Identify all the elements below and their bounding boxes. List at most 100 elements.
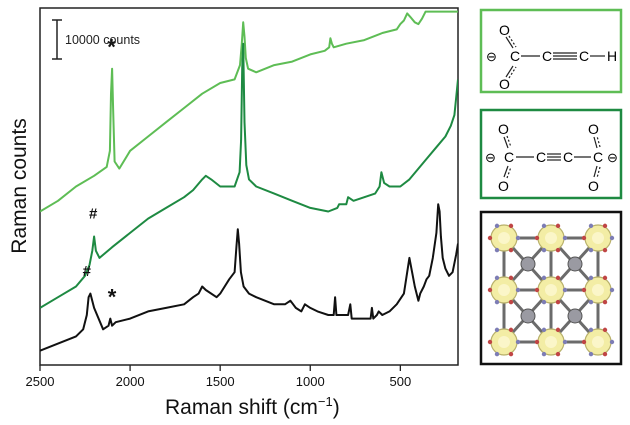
mof-atom: [562, 235, 568, 241]
mof-atom: [494, 299, 500, 305]
mof-atom: [508, 299, 514, 305]
propiolate-o-bottom: O: [499, 76, 510, 92]
mof-atom: [541, 327, 547, 333]
mof-atom: [515, 339, 521, 345]
propiolate-c1: C: [510, 48, 520, 64]
mof-atom: [541, 351, 547, 357]
scale-bar: 10000 counts: [52, 19, 140, 60]
peak-annotation: *: [107, 34, 116, 59]
adc-bonds: [503, 135, 601, 179]
mof-framework-image: [487, 223, 615, 357]
series-line-2: [40, 42, 458, 309]
propiolate-bonds: [505, 35, 605, 79]
propiolate-c3: C: [579, 48, 589, 64]
propiolate-minus: ⊖: [486, 49, 497, 64]
propiolate-o-top: O: [499, 22, 510, 38]
raman-chart: 2500 2000 1500 1000 500 * # # * 10000 counts Ra…: [8, 7, 459, 419]
x-axis-title: Raman shift (cm−1): [165, 394, 340, 419]
mof-atom: [487, 287, 493, 293]
mof-atom: [562, 287, 568, 293]
mof-cluster-core: [592, 336, 604, 348]
mof-atom: [588, 223, 594, 229]
x-tick-label: 2500: [26, 374, 55, 389]
series-line-3: [40, 203, 458, 352]
peak-annotation: #: [89, 206, 98, 223]
x-axis-ticks: 2500 2000 1500 1000 500: [26, 365, 411, 389]
scale-bar-label: 10000 counts: [65, 33, 140, 47]
mof-atom: [494, 327, 500, 333]
mof-atom: [515, 235, 521, 241]
mof-atom: [588, 247, 594, 253]
propiolate-h: H: [607, 48, 617, 64]
mof-atom: [541, 275, 547, 281]
mof-atom: [508, 351, 514, 357]
mof-atom: [541, 299, 547, 305]
mof-atom: [494, 275, 500, 281]
propiolate-c2: C: [542, 48, 552, 64]
mof-atom: [508, 275, 514, 281]
x-axis-title-text: Raman shift (cm: [165, 396, 318, 419]
mof-atom: [555, 299, 561, 305]
structure-mof-panel: [479, 210, 623, 366]
mof-atom: [588, 299, 594, 305]
mof-atom: [508, 223, 514, 229]
mof-atom: [602, 247, 608, 253]
mof-cluster-core: [592, 232, 604, 244]
mof-atom: [515, 287, 521, 293]
adc-c1: C: [504, 149, 514, 165]
propiolate-border: [479, 8, 623, 94]
mof-atom: [555, 327, 561, 333]
adc-c4: C: [593, 149, 603, 165]
annotation-layer: * # # *: [83, 34, 117, 309]
x-tick-label: 1000: [296, 374, 325, 389]
mof-atom: [494, 351, 500, 357]
adc-minus-left: ⊖: [485, 150, 496, 165]
mof-cluster-core: [592, 284, 604, 296]
adc-o-bottom-right: O: [588, 178, 599, 194]
x-tick-label: 2000: [116, 374, 145, 389]
mof-atom: [555, 223, 561, 229]
mof-atom: [581, 339, 587, 345]
mof-atom: [487, 235, 493, 241]
mof-atom: [609, 235, 615, 241]
x-tick-label: 1500: [206, 374, 235, 389]
mof-cluster-core: [545, 284, 557, 296]
adc-o-top-right: O: [588, 121, 599, 137]
mof-atom: [602, 299, 608, 305]
mof-cluster-core: [498, 284, 510, 296]
mof-atom: [534, 287, 540, 293]
mof-atom: [487, 339, 493, 345]
mof-atom: [508, 327, 514, 333]
x-axis-title-superscript: −1: [318, 394, 333, 409]
mof-linker-hub: [567, 308, 583, 324]
mof-atom: [541, 247, 547, 253]
mof-atom: [541, 223, 547, 229]
mof-atom: [555, 247, 561, 253]
y-axis-title: Raman counts: [8, 118, 31, 253]
mof-atom: [508, 247, 514, 253]
x-axis-title-close: ): [333, 396, 340, 419]
mof-linker-hub: [520, 256, 536, 272]
mof-atom: [534, 339, 540, 345]
adc-minus-right: ⊖: [607, 150, 618, 165]
mof-atom: [494, 247, 500, 253]
mof-atom: [609, 339, 615, 345]
mof-atom: [555, 275, 561, 281]
adc-o-bottom-left: O: [498, 178, 509, 194]
peak-annotation: *: [108, 284, 117, 309]
mof-linker-hub: [520, 308, 536, 324]
mof-atom: [494, 223, 500, 229]
mof-atom: [555, 351, 561, 357]
mof-atom: [609, 287, 615, 293]
mof-cluster-core: [545, 232, 557, 244]
adc-c2: C: [536, 149, 546, 165]
x-tick-label: 500: [389, 374, 411, 389]
mof-atom: [534, 235, 540, 241]
mof-atom: [602, 351, 608, 357]
plot-frame: [39, 7, 459, 366]
mof-atom: [581, 235, 587, 241]
series-layer: [40, 10, 458, 352]
mof-linker-hub: [567, 256, 583, 272]
mof-atom: [588, 275, 594, 281]
